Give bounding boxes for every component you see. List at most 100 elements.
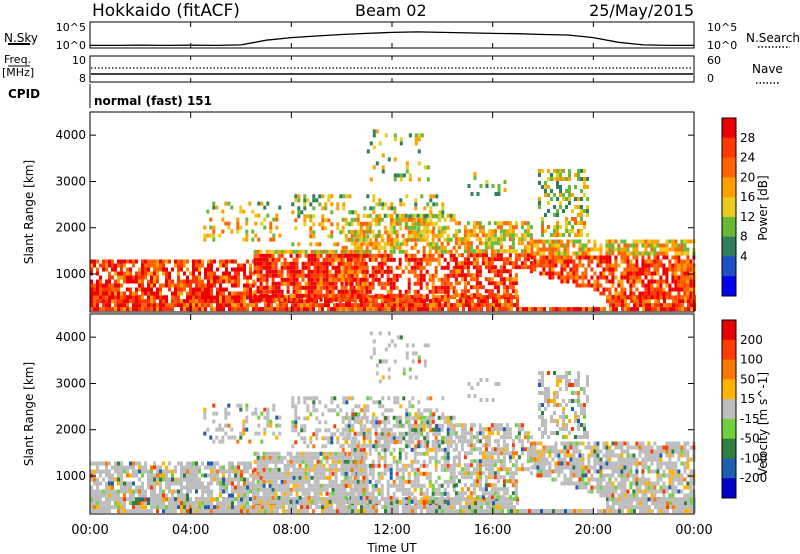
power-cell — [553, 205, 556, 209]
velocity-cell — [325, 459, 329, 464]
velocity-cell — [195, 465, 198, 470]
velocity-cell — [256, 455, 260, 460]
power-cell — [395, 273, 399, 278]
power-cell — [245, 217, 249, 222]
power-cell — [502, 293, 506, 298]
power-cell — [641, 283, 645, 288]
power-cell — [435, 202, 439, 207]
power-cell — [611, 279, 615, 284]
power-cell — [245, 229, 249, 234]
power-cell — [294, 218, 298, 223]
power-cell — [472, 249, 476, 254]
power-cell — [686, 279, 690, 284]
power-cell — [644, 239, 648, 244]
power-cell — [201, 283, 204, 288]
power-cell — [227, 221, 231, 226]
velocity-cell — [231, 465, 234, 470]
velocity-cell — [177, 497, 180, 502]
power-cell — [586, 209, 589, 213]
power-cell — [243, 267, 246, 272]
power-cell — [478, 241, 482, 246]
power-cell — [635, 263, 639, 268]
power-cell — [659, 243, 663, 248]
power-cell — [312, 303, 315, 308]
power-cell — [228, 271, 231, 276]
velocity-cell — [283, 483, 287, 488]
velocity-cell — [228, 493, 231, 498]
power-cell — [204, 307, 207, 312]
velocity-cell — [441, 505, 444, 510]
power-cell — [668, 267, 672, 272]
velocity-cell — [341, 491, 345, 496]
power-cell — [584, 251, 588, 256]
power-cell — [656, 295, 660, 300]
velocity-cell — [307, 499, 311, 504]
power-cell — [138, 295, 141, 300]
power-cell — [245, 237, 249, 242]
power-cell — [665, 291, 669, 296]
power-cell — [452, 273, 456, 278]
velocity-cell — [303, 501, 306, 506]
power-cell — [492, 299, 495, 304]
power-cell — [408, 214, 412, 219]
power-cell — [572, 279, 576, 284]
power-cell — [511, 245, 515, 250]
power-cell — [502, 265, 506, 270]
power-cell — [96, 307, 99, 312]
velocity-cell — [447, 505, 450, 510]
power-cell — [307, 257, 311, 262]
power-cell — [340, 281, 344, 286]
power-cell — [304, 253, 308, 258]
power-cell — [369, 141, 373, 146]
power-cell — [677, 251, 681, 256]
velocity-cell — [111, 505, 114, 510]
power-cell — [449, 269, 453, 274]
power-cell — [138, 283, 141, 288]
power-cell — [303, 194, 307, 199]
power-cell — [201, 259, 204, 264]
power-cell — [457, 245, 461, 250]
power-cell — [358, 265, 362, 270]
velocity-cell — [354, 505, 357, 510]
power-cell — [612, 299, 615, 304]
power-cell — [279, 303, 282, 308]
velocity-cell — [362, 499, 366, 504]
power-cell — [414, 230, 418, 235]
power-cell — [368, 257, 372, 262]
power-cell — [280, 261, 284, 266]
velocity-cell — [105, 481, 108, 486]
power-cell — [434, 285, 438, 290]
power-cell — [553, 233, 556, 237]
power-cell — [377, 293, 381, 298]
velocity-cell — [96, 505, 99, 510]
power-cell — [465, 299, 468, 304]
power-cell — [93, 263, 96, 268]
power-cell — [541, 233, 544, 237]
power-cell — [126, 295, 129, 300]
velocity-cell — [483, 509, 486, 514]
velocity-cell — [262, 475, 266, 480]
power-cell — [105, 267, 108, 272]
power-cell — [393, 210, 397, 215]
velocity-cell — [165, 473, 168, 478]
velocity-cell — [402, 505, 405, 510]
power-cell — [291, 210, 295, 215]
velocity-cell — [117, 497, 120, 502]
power-cell — [234, 299, 237, 304]
power-cell — [513, 295, 516, 300]
velocity-cell — [96, 509, 99, 514]
velocity-cell — [277, 487, 281, 492]
velocity-cell — [310, 483, 314, 488]
power-cell — [180, 279, 183, 284]
power-cell — [586, 185, 589, 189]
velocity-cell — [256, 495, 260, 500]
velocity-cell — [345, 509, 348, 514]
velocity-cell — [283, 495, 287, 500]
power-cell — [364, 297, 368, 302]
velocity-cell — [280, 487, 284, 492]
velocity-cell — [304, 471, 308, 476]
power-cell — [463, 233, 467, 238]
power-cell — [322, 273, 326, 278]
power-cell — [538, 173, 541, 177]
power-cell — [392, 297, 396, 302]
